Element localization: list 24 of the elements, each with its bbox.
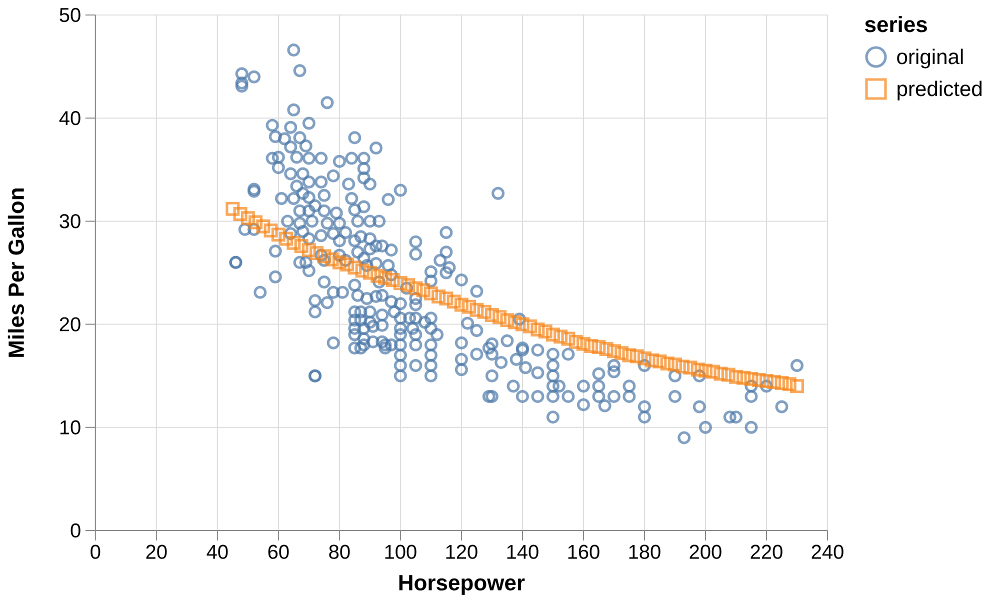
x-tick-label: 60 xyxy=(268,544,289,559)
x-tick-label: 40 xyxy=(206,544,228,559)
x-tick-label: 20 xyxy=(146,544,167,559)
y-tick-label: 10 xyxy=(60,420,80,434)
y-tick-label: 0 xyxy=(70,523,80,538)
x-tick-label: 80 xyxy=(329,544,350,559)
x-tick-label: 120 xyxy=(446,544,478,559)
y-tick-label: 20 xyxy=(60,317,80,332)
x-tick-label: 180 xyxy=(629,544,660,559)
y-tick-label: 50 xyxy=(60,8,80,22)
y-tick-label: 40 xyxy=(59,111,80,126)
y-axis-title: Miles Per Gallon xyxy=(8,188,24,357)
legend-label: original xyxy=(897,48,963,68)
x-tick-label: 160 xyxy=(568,544,600,559)
x-tick-label: 220 xyxy=(750,544,782,559)
y-tick-label: 30 xyxy=(60,214,80,228)
legend-title: series xyxy=(865,16,927,32)
x-tick-label: 0 xyxy=(90,544,100,559)
x-axis-title: Horsepower xyxy=(399,575,525,595)
x-tick-label: 200 xyxy=(690,544,722,559)
x-tick-label: 240 xyxy=(812,544,844,559)
x-tick-label: 140 xyxy=(507,544,538,559)
x-tick-label: 100 xyxy=(385,544,416,559)
legend-label: predicted xyxy=(898,80,982,100)
